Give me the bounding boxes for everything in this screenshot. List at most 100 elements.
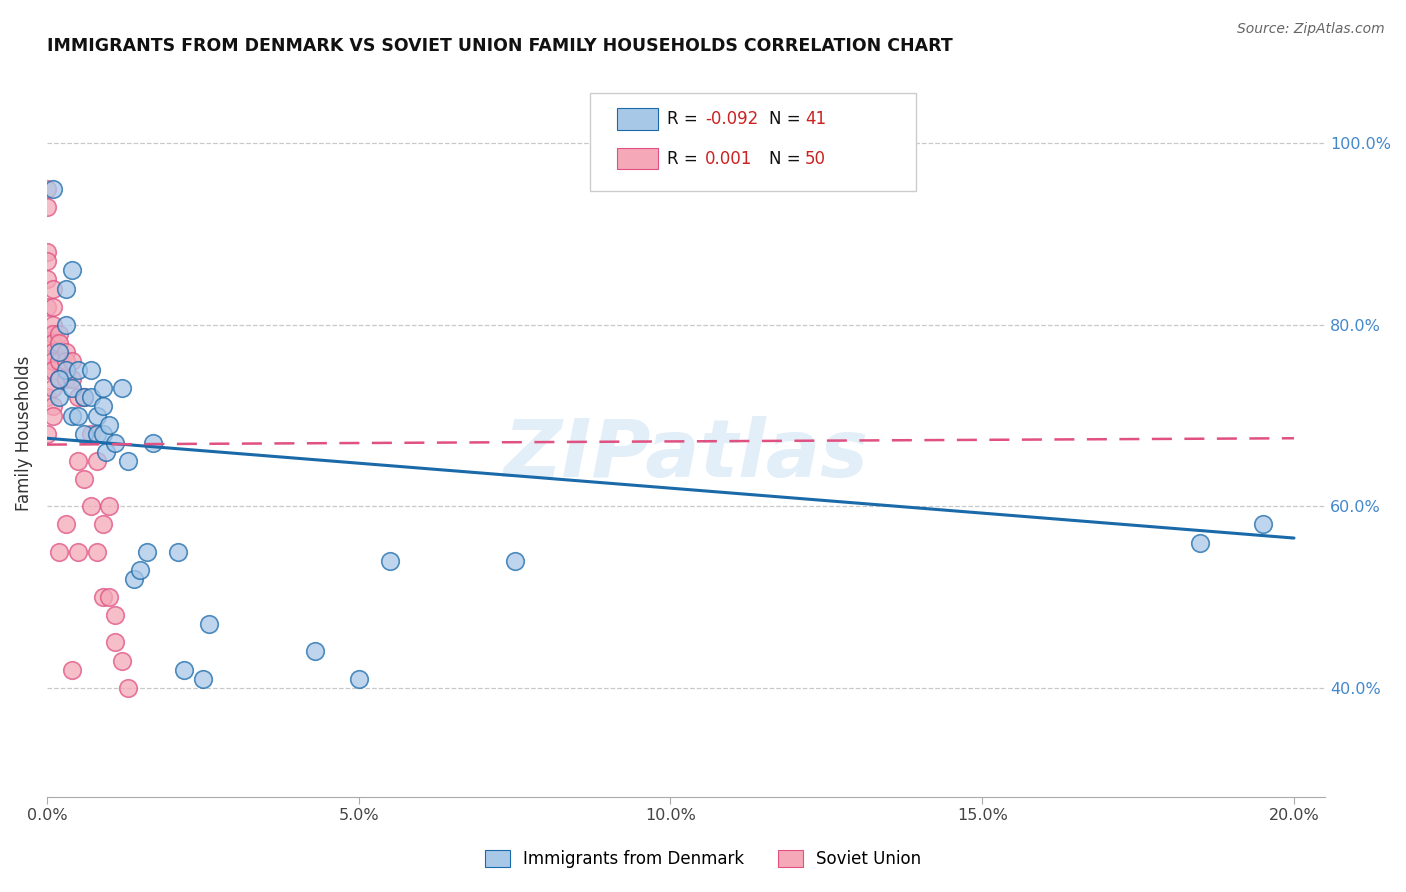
- Point: [79, 500, 101, 514]
- Point: [98, 500, 121, 514]
- Point: [67, 454, 90, 468]
- Point: [60, 372, 83, 386]
- Point: [35, 272, 58, 286]
- Point: [48, 326, 70, 341]
- Point: [48, 345, 70, 359]
- Point: [104, 435, 127, 450]
- Point: [67, 363, 90, 377]
- Point: [35, 363, 58, 377]
- Point: [98, 417, 121, 432]
- Point: [48, 372, 70, 386]
- Point: [55, 354, 77, 368]
- Point: [111, 654, 134, 668]
- Text: 0.001: 0.001: [706, 150, 752, 168]
- Legend: Immigrants from Denmark, Soviet Union: Immigrants from Denmark, Soviet Union: [478, 843, 928, 875]
- Point: [104, 608, 127, 623]
- Point: [42, 409, 65, 423]
- Point: [73, 391, 96, 405]
- Point: [378, 554, 401, 568]
- Point: [503, 554, 526, 568]
- Point: [91, 381, 114, 395]
- Point: [91, 426, 114, 441]
- Point: [42, 400, 65, 414]
- Text: 41: 41: [804, 110, 825, 128]
- Point: [98, 590, 121, 604]
- Point: [198, 617, 221, 632]
- Point: [35, 391, 58, 405]
- Point: [347, 672, 370, 686]
- Point: [79, 391, 101, 405]
- Point: [35, 254, 58, 268]
- Point: [60, 663, 83, 677]
- Point: [1251, 517, 1274, 532]
- Point: [42, 300, 65, 314]
- Point: [191, 672, 214, 686]
- Point: [79, 426, 101, 441]
- Point: [60, 409, 83, 423]
- Point: [48, 372, 70, 386]
- Y-axis label: Family Households: Family Households: [15, 356, 32, 511]
- Text: ZIPatlas: ZIPatlas: [503, 417, 869, 494]
- Point: [42, 381, 65, 395]
- Point: [86, 426, 108, 441]
- Point: [67, 409, 90, 423]
- Point: [35, 245, 58, 260]
- Point: [73, 426, 96, 441]
- Point: [67, 391, 90, 405]
- FancyBboxPatch shape: [591, 93, 917, 191]
- Point: [104, 635, 127, 649]
- Point: [94, 445, 117, 459]
- Point: [111, 381, 134, 395]
- Point: [91, 400, 114, 414]
- Point: [79, 363, 101, 377]
- Point: [73, 391, 96, 405]
- Point: [35, 300, 58, 314]
- Point: [35, 335, 58, 350]
- Point: [42, 363, 65, 377]
- Point: [304, 644, 326, 658]
- Text: 50: 50: [804, 150, 825, 168]
- Point: [35, 182, 58, 196]
- Point: [42, 182, 65, 196]
- Point: [135, 544, 157, 558]
- Point: [42, 326, 65, 341]
- Text: N =: N =: [769, 150, 806, 168]
- Point: [1189, 535, 1212, 549]
- FancyBboxPatch shape: [617, 148, 658, 169]
- Point: [86, 544, 108, 558]
- Point: [48, 354, 70, 368]
- Text: Source: ZipAtlas.com: Source: ZipAtlas.com: [1237, 22, 1385, 37]
- Point: [55, 372, 77, 386]
- Point: [166, 544, 188, 558]
- Point: [173, 663, 195, 677]
- Text: R =: R =: [666, 110, 703, 128]
- Point: [42, 318, 65, 332]
- Point: [60, 263, 83, 277]
- Point: [48, 544, 70, 558]
- Point: [129, 563, 152, 577]
- Text: IMMIGRANTS FROM DENMARK VS SOVIET UNION FAMILY HOUSEHOLDS CORRELATION CHART: IMMIGRANTS FROM DENMARK VS SOVIET UNION …: [46, 37, 953, 55]
- Point: [91, 590, 114, 604]
- Point: [86, 454, 108, 468]
- Point: [48, 391, 70, 405]
- Point: [55, 281, 77, 295]
- Point: [55, 345, 77, 359]
- Point: [42, 281, 65, 295]
- Point: [42, 354, 65, 368]
- Point: [122, 572, 145, 586]
- Point: [48, 335, 70, 350]
- Point: [60, 381, 83, 395]
- Point: [35, 200, 58, 214]
- Point: [42, 335, 65, 350]
- Point: [55, 318, 77, 332]
- Point: [117, 681, 139, 695]
- Point: [55, 517, 77, 532]
- Point: [142, 435, 165, 450]
- Point: [91, 517, 114, 532]
- Point: [73, 472, 96, 486]
- Point: [35, 426, 58, 441]
- Point: [55, 363, 77, 377]
- Text: N =: N =: [769, 110, 806, 128]
- Text: -0.092: -0.092: [706, 110, 758, 128]
- Text: R =: R =: [666, 150, 703, 168]
